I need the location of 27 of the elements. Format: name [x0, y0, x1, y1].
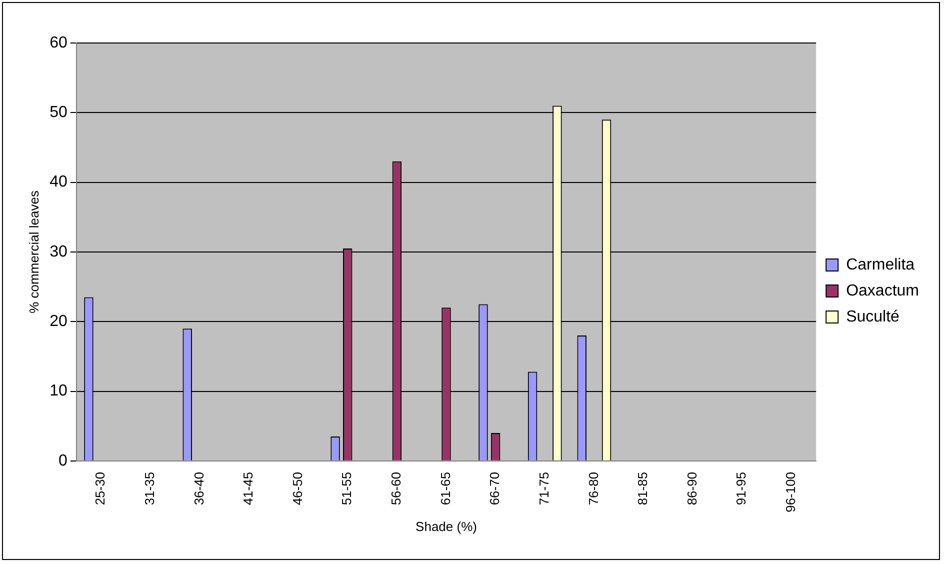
x-tick-label: 46-50	[290, 472, 305, 506]
x-tick-label: 76-80	[586, 472, 601, 506]
x-tick-label: 86-90	[684, 472, 700, 506]
y-axis-title: % commercial leaves	[26, 190, 42, 314]
y-tick-label: 20	[50, 313, 68, 330]
y-tick-label: 10	[50, 382, 68, 400]
x-tick-label: 41-45	[240, 472, 256, 506]
x-tick-label: 56-60	[388, 472, 404, 506]
x-tick-label: 66-70	[487, 472, 502, 506]
y-tick-label: 50	[50, 104, 68, 122]
y-tick-label: 40	[50, 174, 68, 191]
x-tick-label: 91-95	[734, 472, 749, 506]
x-tick-label: 31-35	[142, 472, 157, 506]
x-tick-label: 51-55	[339, 472, 354, 506]
x-axis-title: Shade (%)	[416, 518, 477, 534]
y-tick-label: 30	[50, 243, 68, 260]
x-tick-label: 25-30	[92, 472, 108, 506]
x-tick-label: 96-100	[783, 472, 798, 512]
y-tick-label: 60	[50, 34, 68, 52]
legend-label: Carmelita	[846, 256, 915, 274]
x-tick-label: 71-75	[536, 472, 552, 506]
x-tick-label: 36-40	[191, 472, 206, 506]
x-tick-label: 81-85	[635, 472, 650, 506]
legend-label: Oaxactum	[846, 282, 920, 300]
x-tick-label: 61-65	[438, 472, 453, 506]
legend-label: Suculté	[846, 308, 900, 326]
y-tick-label: 0	[58, 452, 68, 470]
